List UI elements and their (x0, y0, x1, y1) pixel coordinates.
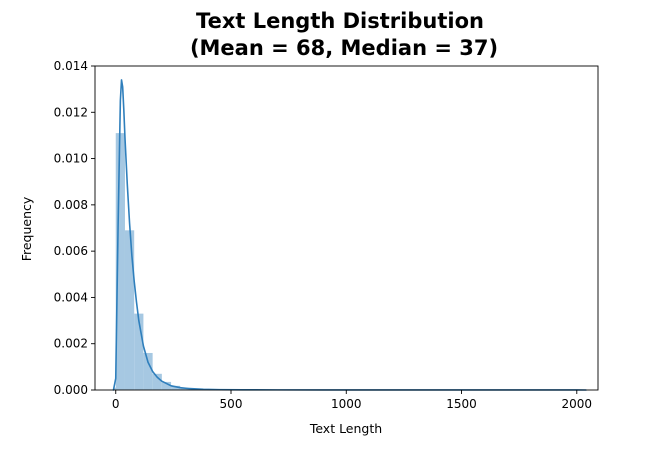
x-tick-label-4: 2000 (562, 397, 593, 411)
histogram-bar-7 (171, 385, 181, 390)
x-tick-label-0: 0 (112, 397, 120, 411)
x-tick-label-1: 500 (220, 397, 243, 411)
x-axis-label: Text Length (309, 421, 382, 436)
histogram-bars (113, 133, 273, 391)
chart-title-line-2: (Mean = 68, Median = 37) (190, 36, 498, 60)
histogram-bar-4 (143, 352, 153, 390)
y-tick-label-5: 0.010 (54, 152, 88, 166)
histogram-bar-6 (161, 381, 172, 390)
y-tick-label-2: 0.004 (54, 290, 88, 304)
y-tick-label-7: 0.014 (54, 59, 88, 73)
y-tick-label-3: 0.006 (54, 244, 88, 258)
histogram-bar-5 (152, 373, 162, 390)
x-axis-ticks: 0 500 1000 1500 2000 (112, 390, 592, 411)
y-tick-label-0: 0.000 (54, 383, 88, 397)
y-axis-label: Frequency (19, 196, 34, 261)
histogram-bar-1 (115, 133, 125, 391)
plot-frame (94, 65, 599, 391)
x-tick-label-2: 1000 (331, 397, 362, 411)
kde-curve-group (112, 79, 587, 391)
y-axis-ticks: 0.000 0.002 0.004 0.006 0.008 0.010 0.012 0.014 (54, 59, 95, 397)
y-tick-label-4: 0.008 (54, 198, 88, 212)
chart-title-line-1: Text Length Distribution (196, 9, 484, 33)
histogram-bar-2 (124, 230, 135, 390)
kde-line (112, 79, 587, 391)
y-tick-label-6: 0.012 (54, 105, 88, 119)
y-tick-label-1: 0.002 (54, 337, 88, 351)
x-tick-label-3: 1500 (446, 397, 477, 411)
histogram-bar-3 (134, 313, 144, 390)
